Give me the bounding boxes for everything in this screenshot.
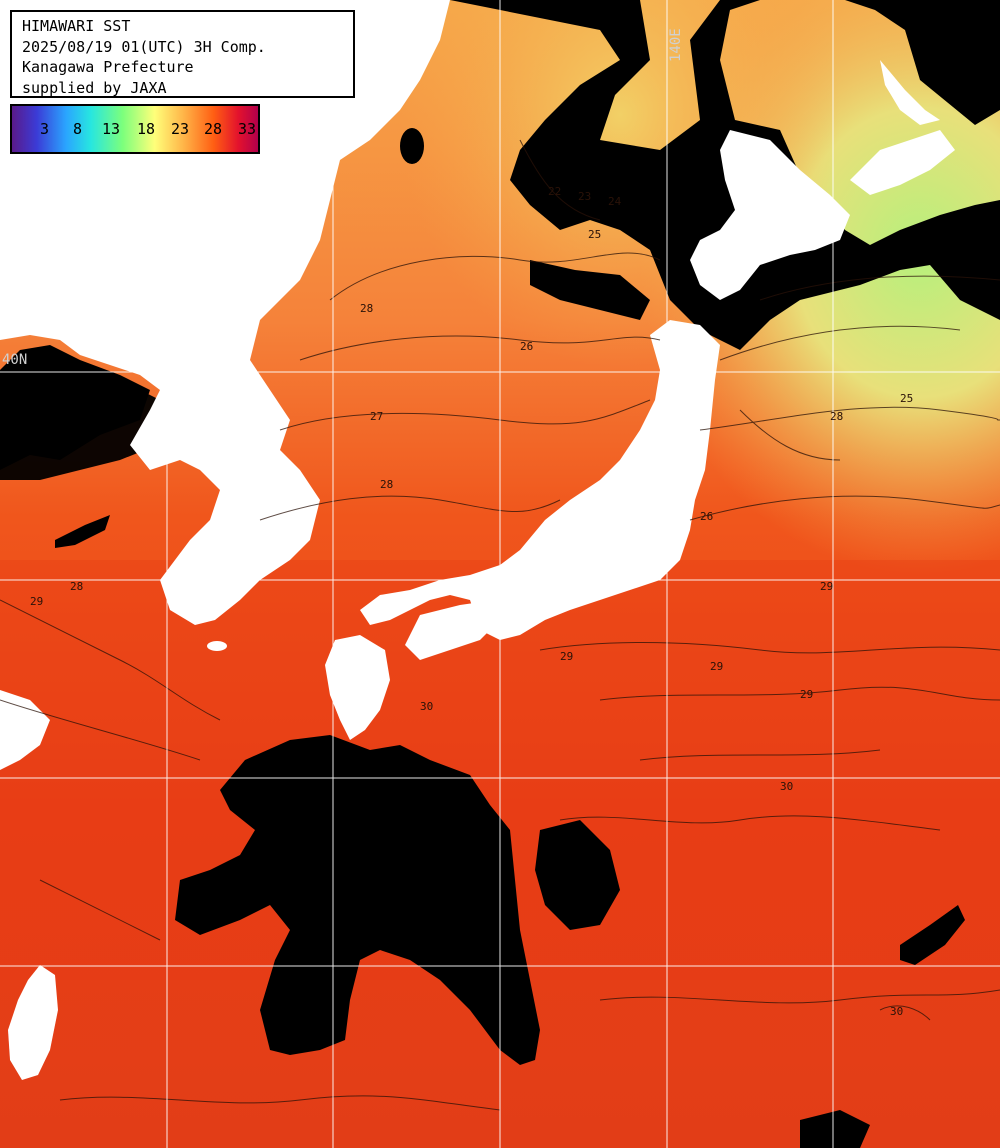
contour-label: 23 — [578, 190, 591, 203]
cloud-east-streak — [900, 905, 965, 965]
land-kyushu — [325, 635, 390, 740]
contour-label: 29 — [710, 660, 723, 673]
temperature-colorbar: 3 8 13 18 23 28 33 — [10, 104, 260, 154]
colorbar-tick: 13 — [102, 120, 121, 138]
contour-label: 25 — [588, 228, 601, 241]
cloud-sea-of-japan-west — [55, 515, 110, 548]
contour-label: 30 — [420, 700, 433, 713]
contour-label: 25 — [900, 392, 913, 405]
land-china-coast — [0, 690, 50, 770]
cloud-main — [175, 735, 540, 1065]
land-hokkaido — [690, 130, 850, 300]
contour-label: 28 — [830, 410, 843, 423]
contour-label: 24 — [608, 195, 622, 208]
contour-label: 29 — [30, 595, 43, 608]
land-shikoku — [405, 600, 500, 660]
land-dokdo-ish — [400, 128, 424, 164]
colorbar-tick: 33 — [238, 120, 257, 138]
contour-label: 29 — [800, 688, 813, 701]
contour-label-group: 22 23 24 25 25 26 26 27 28 28 28 28 29 29 29 29 29 30 30 30 — [30, 185, 913, 1018]
cloud-japan-sea-patch — [530, 260, 650, 320]
contour-label: 30 — [780, 780, 793, 793]
supplier-label: supplied by JAXA — [22, 78, 167, 97]
colorbar-tick: 8 — [73, 120, 83, 138]
info-header: HIMAWARI SST 2025/08/19 01(UTC) 3H Comp.… — [10, 10, 355, 98]
product-title: HIMAWARI SST — [22, 17, 131, 35]
timestamp: 2025/08/19 01(UTC) 3H Comp. — [22, 37, 266, 56]
colorbar-labels: 3 8 13 18 23 28 33 — [12, 106, 258, 152]
land-honshu — [360, 320, 720, 640]
contour-label: 29 — [560, 650, 573, 663]
land-sakhalin-tip — [880, 60, 940, 125]
cloud-bottom-right — [800, 1110, 870, 1148]
contour-label: 22 — [548, 185, 561, 198]
contour-label: 28 — [70, 580, 83, 593]
colorbar-tick: 18 — [137, 120, 156, 138]
cloud-korea-west — [0, 380, 170, 480]
land-jeju — [207, 641, 227, 651]
contour-label: 29 — [820, 580, 833, 593]
contour-label: 30 — [890, 1005, 903, 1018]
contour-label: 26 — [520, 340, 533, 353]
longitude-label: 140E — [668, 28, 684, 62]
colorbar-tick: 28 — [204, 120, 223, 138]
contour-label: 27 — [370, 410, 383, 423]
contour-label: 26 — [700, 510, 713, 523]
land-taiwan — [8, 965, 58, 1080]
land-korea-china — [0, 0, 450, 625]
colorbar-tick: 3 — [40, 120, 50, 138]
colorbar-tick: 23 — [171, 120, 190, 138]
cloud-east-small — [535, 820, 620, 930]
contour-label: 28 — [380, 478, 393, 491]
land-hokkaido-east — [850, 130, 955, 195]
region-label: Kanagawa Prefecture — [22, 58, 194, 76]
contour-label: 28 — [360, 302, 373, 315]
latitude-label: 40N — [2, 352, 28, 368]
